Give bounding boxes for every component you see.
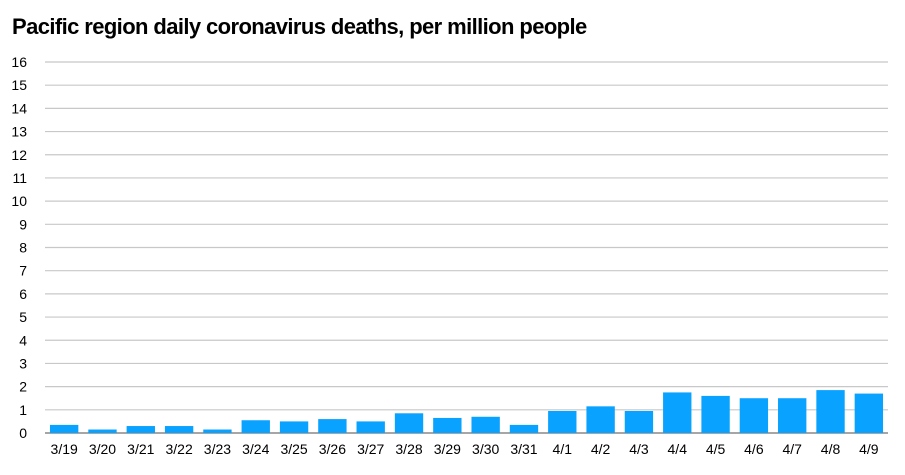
x-tick-label: 4/9 <box>859 441 879 457</box>
y-tick-label: 16 <box>11 54 27 70</box>
bar-3-25 <box>279 421 309 433</box>
y-tick-label: 10 <box>11 193 27 209</box>
chart-title: Pacific region daily coronavirus deaths,… <box>12 14 587 39</box>
y-tick-label: 5 <box>19 309 27 325</box>
x-tick-label: 3/19 <box>51 441 78 457</box>
bar-3-30 <box>471 416 500 433</box>
bar-3-27 <box>356 421 385 433</box>
y-tick-label: 15 <box>11 77 27 93</box>
x-tick-label: 3/30 <box>472 441 499 457</box>
y-tick-label: 2 <box>19 379 27 395</box>
x-tick-label: 4/7 <box>782 441 802 457</box>
y-tick-label: 13 <box>11 124 27 140</box>
x-tick-label: 4/8 <box>821 441 841 457</box>
x-tick-label: 4/5 <box>706 441 726 457</box>
bar-4-1 <box>548 410 577 433</box>
y-tick-label: 14 <box>11 100 27 116</box>
bar-4-2 <box>586 406 615 433</box>
x-tick-label: 4/3 <box>629 441 649 457</box>
bar-3-20 <box>88 429 117 433</box>
x-tick-label: 3/23 <box>204 441 231 457</box>
x-tick-label: 3/27 <box>357 441 384 457</box>
x-tick-label: 3/25 <box>280 441 307 457</box>
y-tick-label: 9 <box>19 216 27 232</box>
x-tick-label: 3/22 <box>165 441 192 457</box>
x-tick-label: 3/31 <box>510 441 537 457</box>
bar-3-19 <box>49 424 79 433</box>
x-tick-label: 4/2 <box>591 441 611 457</box>
bar-3-28 <box>394 413 424 433</box>
x-tick-label: 3/21 <box>127 441 154 457</box>
bars <box>49 390 884 433</box>
bar-3-26 <box>318 419 347 433</box>
x-tick-label: 3/26 <box>319 441 346 457</box>
y-tick-label: 8 <box>19 240 27 256</box>
bar-4-3 <box>624 410 654 433</box>
bar-4-6 <box>739 398 769 433</box>
bar-3-24 <box>241 420 270 433</box>
bar-4-5 <box>701 395 730 433</box>
bar-4-4 <box>663 392 692 433</box>
bar-3-29 <box>433 417 462 433</box>
bar-3-31 <box>509 424 539 433</box>
bar-3-22 <box>164 426 194 433</box>
x-tick-label: 3/29 <box>434 441 461 457</box>
bar-4-9 <box>854 393 884 433</box>
y-tick-label: 12 <box>11 147 27 163</box>
x-tick-label: 3/20 <box>89 441 116 457</box>
y-tick-label: 7 <box>19 263 27 279</box>
x-tick-label: 3/28 <box>395 441 422 457</box>
y-tick-label: 0 <box>19 425 27 441</box>
x-axis-ticks: 3/19 3/20 3/21 3/22 3/23 3/24 3/25 3/26 3/27 3/28… <box>51 441 879 457</box>
bar-3-23 <box>203 429 232 433</box>
y-tick-label: 4 <box>19 332 27 348</box>
y-tick-label: 11 <box>12 170 27 186</box>
y-tick-label: 3 <box>19 355 27 371</box>
x-tick-label: 4/4 <box>668 441 688 457</box>
x-tick-label: 3/24 <box>242 441 269 457</box>
y-tick-label: 6 <box>19 286 27 302</box>
gridlines <box>45 61 888 434</box>
x-tick-label: 4/6 <box>744 441 764 457</box>
bar-4-7 <box>778 398 807 433</box>
x-tick-label: 4/1 <box>553 441 573 457</box>
bar-4-8 <box>816 390 845 433</box>
bar-3-21 <box>126 426 155 433</box>
y-tick-label: 1 <box>19 402 27 418</box>
